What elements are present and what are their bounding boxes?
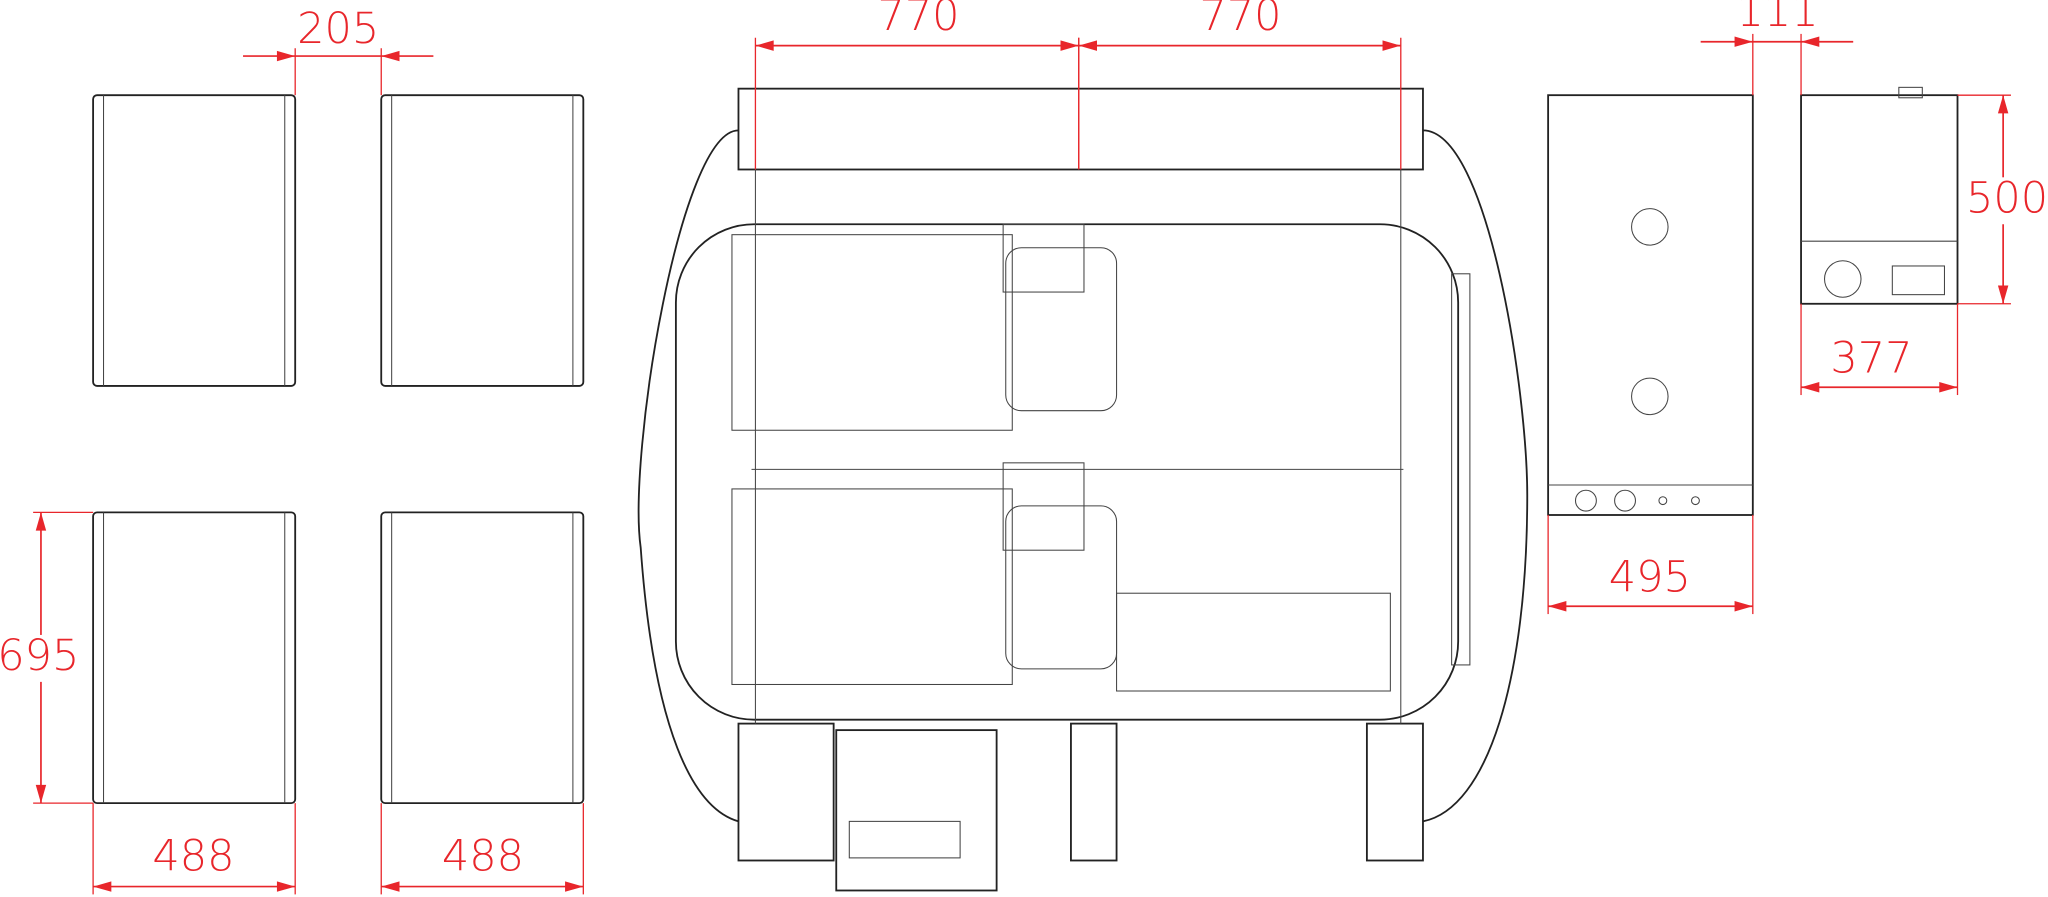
dimension-arrow bbox=[1939, 382, 1958, 393]
dimension-arrow bbox=[1078, 40, 1098, 51]
dimension-arrow bbox=[381, 881, 400, 892]
dimension-arrow bbox=[1382, 40, 1401, 51]
dimension-arrow bbox=[381, 50, 400, 62]
dimension-arrow bbox=[1734, 36, 1753, 47]
dimension-arrow bbox=[1997, 95, 2009, 114]
dimension-arrow bbox=[1801, 36, 1820, 47]
dimension-label: 500 bbox=[1966, 173, 2048, 223]
control-box bbox=[1800, 86, 1959, 305]
dimension-arrow bbox=[1997, 285, 2009, 304]
dimension-label: 495 bbox=[1609, 553, 1691, 603]
dimension-arrow bbox=[1060, 40, 1079, 51]
cabinets bbox=[92, 94, 585, 805]
dimension-label: 205 bbox=[297, 4, 379, 54]
label-backdrop bbox=[1967, 177, 2047, 225]
dimension-label: 770 bbox=[1199, 0, 1281, 41]
dimension-arrow bbox=[35, 512, 47, 531]
machine bbox=[637, 87, 1529, 892]
label-backdrop bbox=[0, 634, 78, 682]
dimension-arrow bbox=[35, 784, 47, 804]
dimension-arrow bbox=[755, 40, 774, 51]
dimension-label: 770 bbox=[877, 0, 959, 41]
dimension-arrow bbox=[1801, 382, 1820, 393]
dimension-label: 695 bbox=[0, 631, 79, 681]
dimension-label: 488 bbox=[442, 832, 524, 882]
dimension-arrow bbox=[565, 881, 584, 892]
dimension-label: 111 bbox=[1737, 0, 1819, 37]
dimension-arrow bbox=[276, 50, 296, 62]
dimension-arrow bbox=[276, 881, 296, 892]
dimension-label: 488 bbox=[152, 832, 234, 882]
dimension-label: 377 bbox=[1830, 334, 1912, 384]
dimension-arrow bbox=[93, 881, 112, 892]
side-unit bbox=[1547, 94, 1754, 516]
dimension-arrow bbox=[1734, 601, 1753, 612]
dimension-arrow bbox=[1548, 601, 1567, 612]
